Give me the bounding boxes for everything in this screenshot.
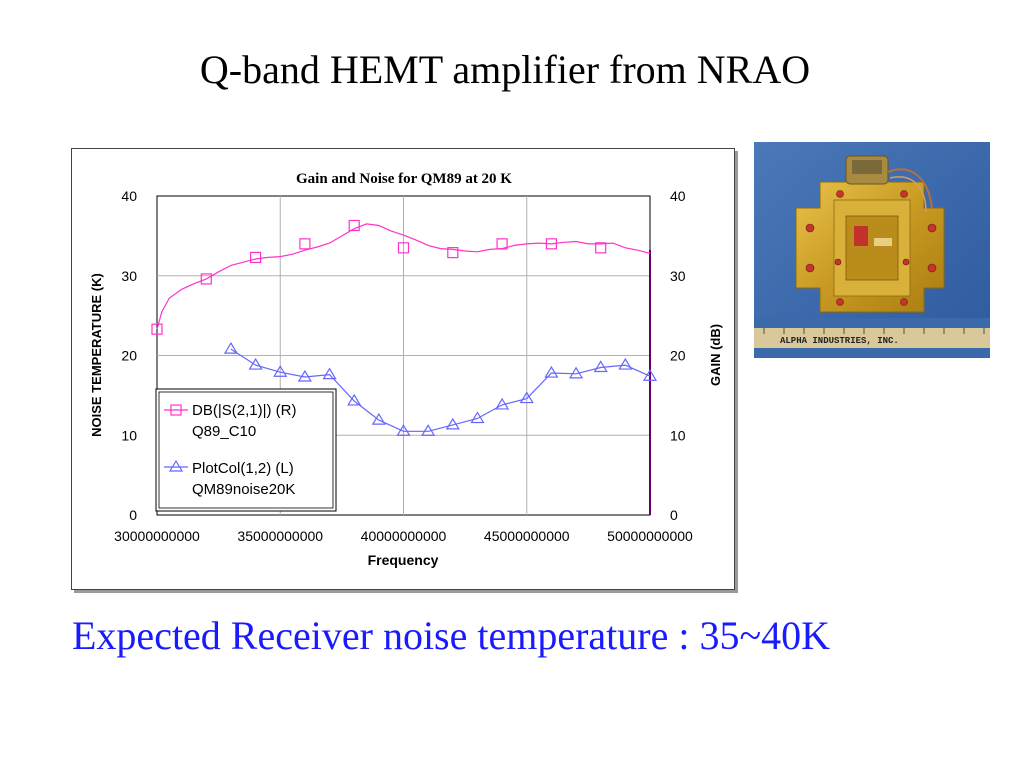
right-y-tick-label: 20 bbox=[670, 348, 686, 364]
legend-gain-marker bbox=[170, 404, 182, 416]
legend-gain-name: DB(|S(2,1)|) (R) bbox=[192, 402, 296, 419]
series-noise-marker bbox=[248, 357, 263, 370]
series-gain-marker bbox=[595, 242, 607, 254]
series-gain-marker bbox=[200, 273, 212, 285]
series-noise-marker bbox=[568, 366, 584, 379]
series-noise-marker bbox=[322, 367, 337, 380]
series-layer bbox=[151, 219, 658, 436]
left-y-tick-label: 40 bbox=[121, 188, 137, 204]
series-gain-marker bbox=[545, 238, 557, 250]
right-y-tick-label: 0 bbox=[670, 507, 678, 523]
tick-labels: 30000000000 35000000000 40000000000 4500000… bbox=[114, 188, 693, 544]
legend-noise-name2: QM89noise20K bbox=[192, 481, 295, 498]
series-noise-marker bbox=[445, 417, 460, 430]
left-y-tick-label: 0 bbox=[129, 507, 137, 523]
series-noise-marker bbox=[495, 397, 510, 410]
legend-box-inner bbox=[158, 391, 334, 509]
series-gain-marker bbox=[397, 242, 410, 254]
series-gain-line bbox=[156, 223, 651, 330]
right-y-tick-label: 40 bbox=[670, 188, 686, 204]
series-noise-line bbox=[230, 348, 651, 432]
series-noise-marker bbox=[347, 393, 362, 406]
series-noise-marker bbox=[593, 360, 608, 373]
x-tick-label: 45000000000 bbox=[484, 528, 570, 544]
slide-title: Q-band HEMT amplifier from NRAO bbox=[199, 47, 811, 92]
footer-text: Expected Receiver noise temperature : 35… bbox=[72, 613, 831, 658]
series-noise-marker bbox=[396, 424, 411, 436]
left-axis-label: NOISE TEMPERATURE (K) bbox=[89, 273, 104, 437]
left-y-tick-label: 20 bbox=[121, 348, 137, 364]
series-gain-marker bbox=[250, 251, 262, 264]
right-y-tick-label: 10 bbox=[670, 427, 686, 443]
series-noise-marker bbox=[519, 391, 534, 404]
x-axis-label: Frequency bbox=[368, 552, 439, 568]
series-noise-marker bbox=[470, 411, 485, 424]
series-noise-marker bbox=[642, 369, 658, 381]
series-noise-marker bbox=[223, 341, 239, 354]
gain-noise-chart: Gain and Noise for QM89 at 20 K 30000000… bbox=[89, 171, 723, 568]
series-gain-marker bbox=[496, 238, 508, 250]
chart-title: Gain and Noise for QM89 at 20 K bbox=[296, 171, 512, 187]
series-noise-marker bbox=[618, 357, 633, 370]
series-noise-marker bbox=[371, 412, 386, 425]
series-noise-marker bbox=[273, 365, 288, 377]
x-tick-label: 35000000000 bbox=[237, 528, 323, 544]
right-axis-label: GAIN (dB) bbox=[708, 324, 723, 386]
left-y-tick-label: 10 bbox=[121, 427, 137, 443]
x-tick-label: 30000000000 bbox=[114, 528, 200, 544]
legend-gain-name2: Q89_C10 bbox=[192, 423, 256, 440]
series-noise-marker bbox=[544, 365, 559, 378]
x-tick-label: 50000000000 bbox=[607, 528, 693, 544]
series-noise-marker bbox=[297, 369, 312, 382]
legend-box bbox=[155, 388, 337, 512]
right-y-tick-label: 30 bbox=[670, 268, 686, 284]
left-y-tick-label: 30 bbox=[121, 268, 137, 284]
series-gain-marker bbox=[348, 219, 360, 232]
series-gain-marker bbox=[151, 323, 163, 335]
amplifier-photo: ALPHA INDUSTRIES, INC. bbox=[754, 142, 990, 358]
x-tick-label: 40000000000 bbox=[361, 528, 447, 544]
series-gain-marker bbox=[299, 238, 311, 250]
ruler-text: ALPHA INDUSTRIES, INC. bbox=[780, 336, 899, 346]
series-noise-marker bbox=[421, 424, 436, 436]
legend-noise-marker bbox=[168, 459, 184, 472]
series-gain-marker bbox=[447, 247, 459, 259]
chart-frame: Gain and Noise for QM89 at 20 K 30000000… bbox=[71, 148, 735, 590]
legend: DB(|S(2,1)|) (R) Q89_C10 PlotCol(1,2) (L… bbox=[155, 388, 337, 512]
legend-noise-name: PlotCol(1,2) (L) bbox=[192, 460, 294, 477]
